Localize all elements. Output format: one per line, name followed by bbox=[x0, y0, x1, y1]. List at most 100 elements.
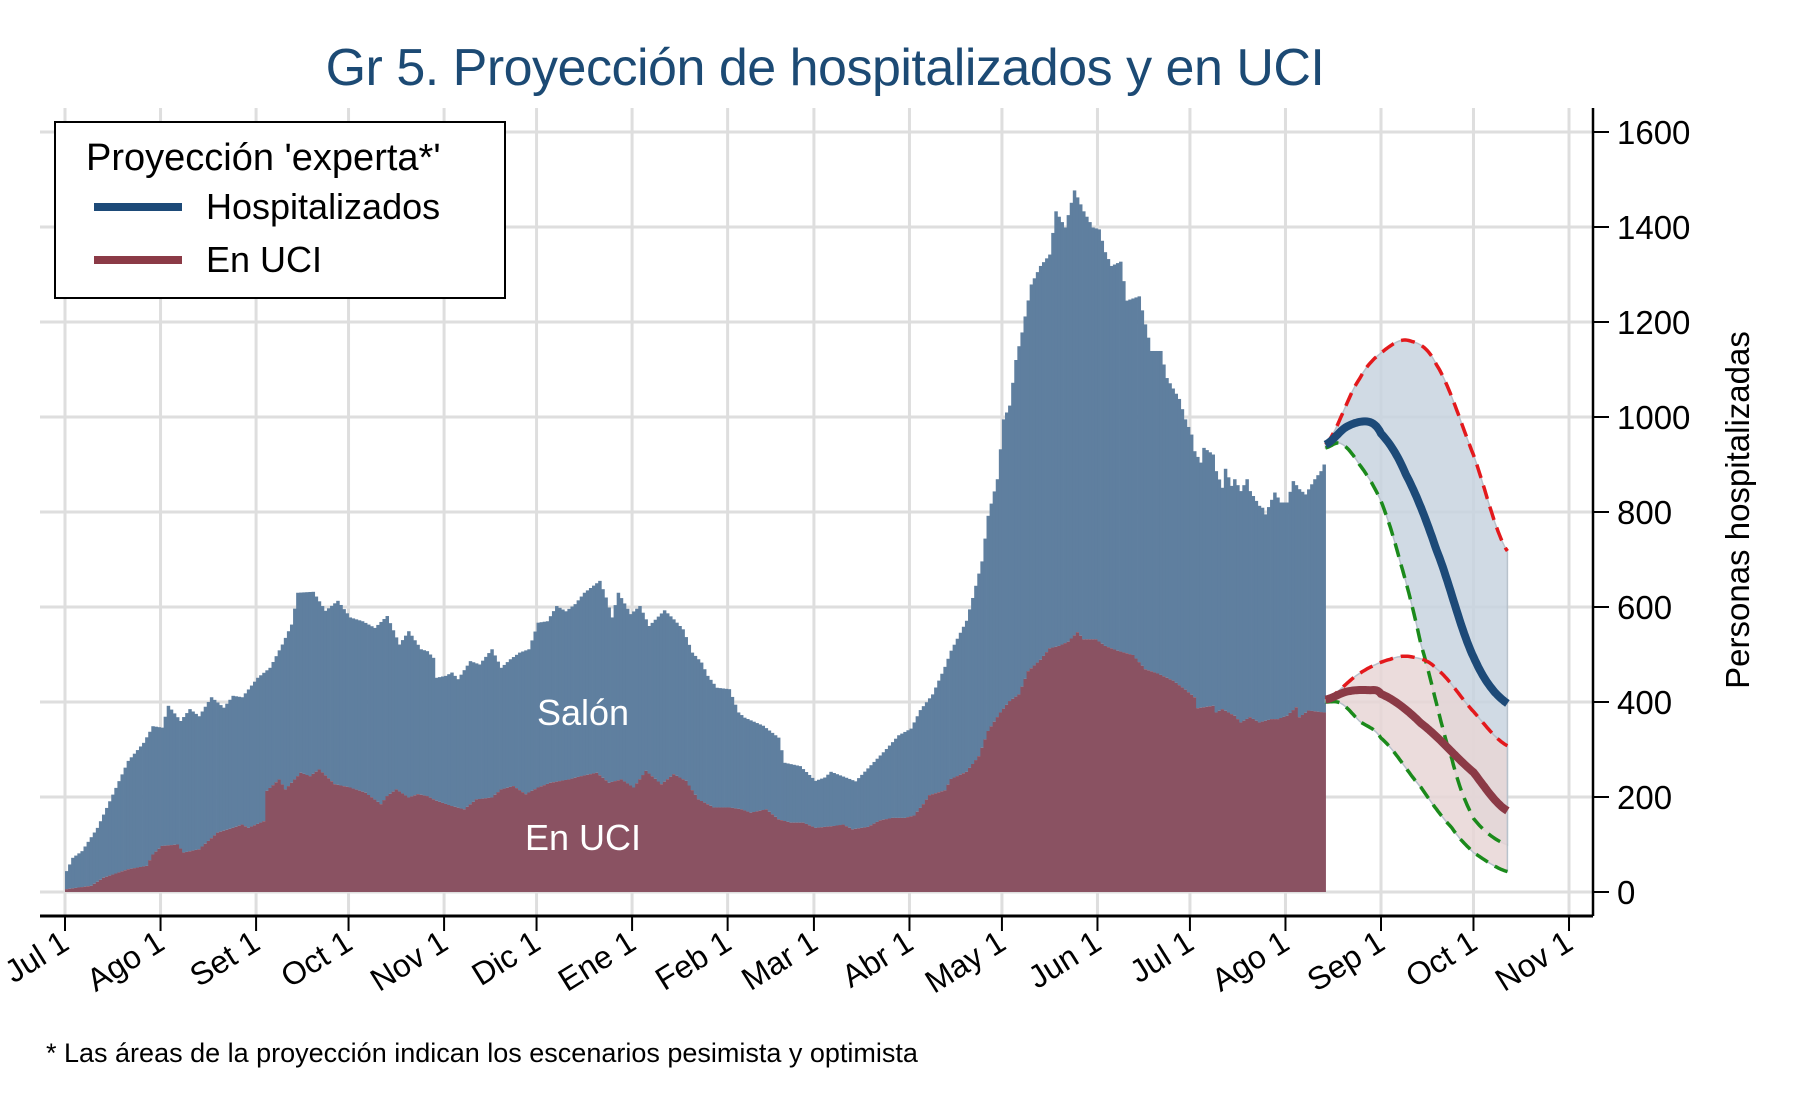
bar-salon bbox=[175, 717, 180, 845]
bar-salon bbox=[74, 855, 78, 888]
bar-uci bbox=[1005, 704, 1009, 892]
bar-uci bbox=[625, 783, 630, 892]
bar-uci bbox=[117, 872, 121, 892]
bar-salon bbox=[884, 749, 889, 820]
bar-salon bbox=[145, 737, 149, 866]
bar-uci bbox=[323, 775, 328, 892]
bar-uci bbox=[1054, 646, 1058, 892]
bar-salon bbox=[844, 777, 849, 827]
bar-uci bbox=[551, 782, 556, 892]
bar-salon bbox=[795, 765, 799, 823]
bar-uci bbox=[468, 804, 473, 892]
bar-salon bbox=[1171, 388, 1175, 681]
bar-uci bbox=[1146, 670, 1151, 892]
bar-salon bbox=[841, 776, 846, 825]
bar-salon bbox=[404, 635, 408, 796]
y-tick-label: 1600 bbox=[1617, 114, 1690, 151]
bar-salon bbox=[835, 774, 839, 826]
bar-salon bbox=[1220, 487, 1225, 710]
bar-salon bbox=[1131, 298, 1135, 655]
bar-salon bbox=[92, 832, 97, 884]
bar-salon bbox=[545, 621, 550, 784]
bar-salon bbox=[283, 637, 288, 790]
bar-uci bbox=[274, 782, 279, 892]
bar-salon bbox=[1115, 263, 1120, 651]
bar-salon bbox=[222, 707, 226, 831]
bar-salon bbox=[471, 662, 476, 802]
bar-salon bbox=[1266, 507, 1271, 720]
bar-uci bbox=[743, 810, 747, 892]
bar-salon bbox=[1300, 491, 1305, 715]
bar-uci bbox=[801, 822, 806, 892]
bar-uci bbox=[1307, 710, 1311, 892]
bar-salon bbox=[1017, 346, 1021, 695]
bar-uci bbox=[160, 845, 165, 892]
bar-salon bbox=[1085, 216, 1089, 640]
bar-salon bbox=[801, 769, 806, 823]
bar-salon bbox=[644, 619, 648, 771]
bar-uci bbox=[1300, 714, 1305, 892]
bar-uci bbox=[690, 790, 695, 892]
bar-uci bbox=[672, 774, 676, 892]
bar-uci bbox=[995, 717, 1000, 892]
x-tick-label: Ago 1 bbox=[1205, 923, 1295, 998]
bar-uci bbox=[595, 772, 599, 892]
bar-uci bbox=[524, 794, 528, 892]
bar-uci bbox=[1193, 697, 1197, 892]
bar-uci bbox=[921, 804, 926, 892]
bar-uci bbox=[746, 811, 750, 892]
bar-salon bbox=[592, 585, 596, 774]
bar-salon bbox=[1014, 360, 1018, 697]
bar-salon bbox=[1008, 405, 1012, 702]
bar-uci bbox=[1165, 677, 1169, 892]
bar-uci bbox=[444, 803, 448, 892]
bar-uci bbox=[721, 807, 725, 892]
bar-salon bbox=[968, 609, 972, 768]
bar-uci bbox=[678, 777, 682, 892]
bar-uci bbox=[1115, 650, 1120, 892]
bar-uci bbox=[1085, 639, 1089, 892]
bar-salon bbox=[971, 597, 975, 764]
bar-salon bbox=[570, 606, 574, 779]
bar-salon bbox=[1208, 452, 1212, 707]
bar-salon bbox=[1057, 216, 1061, 646]
bar-salon bbox=[1165, 378, 1169, 678]
bar-salon bbox=[1146, 337, 1151, 671]
bar-uci bbox=[1048, 648, 1052, 892]
projection-optimistic-hosp bbox=[1325, 441, 1509, 847]
bar-salon bbox=[866, 768, 870, 827]
bar-salon bbox=[1094, 228, 1098, 640]
chart-title: Gr 5. Proyección de hospitalizados y en … bbox=[325, 39, 1325, 97]
bar-salon bbox=[111, 794, 115, 875]
bar-uci bbox=[1288, 712, 1293, 892]
bar-uci bbox=[662, 781, 667, 892]
bar-salon bbox=[1143, 324, 1148, 670]
bar-salon bbox=[598, 580, 602, 776]
bar-uci bbox=[431, 799, 436, 892]
bar-uci bbox=[197, 849, 202, 892]
bar-uci bbox=[912, 815, 917, 892]
bar-uci bbox=[148, 860, 152, 892]
bar-uci bbox=[539, 786, 544, 892]
bar-uci bbox=[1137, 662, 1142, 892]
bar-salon bbox=[425, 651, 430, 797]
bar-uci bbox=[129, 868, 134, 892]
bar-salon bbox=[1291, 481, 1296, 711]
bar-uci bbox=[823, 826, 827, 892]
bar-salon bbox=[1075, 197, 1080, 633]
bar-uci bbox=[767, 811, 772, 892]
bar-salon bbox=[672, 619, 676, 775]
bar-uci bbox=[65, 889, 69, 892]
bar-salon bbox=[980, 561, 984, 748]
bar-uci bbox=[1014, 696, 1018, 892]
bar-salon bbox=[869, 765, 873, 826]
bar-salon bbox=[237, 696, 242, 826]
bar-uci bbox=[749, 812, 753, 892]
bar-salon bbox=[551, 611, 556, 783]
bar-salon bbox=[256, 677, 260, 824]
bar-salon bbox=[511, 657, 516, 787]
bar-salon bbox=[385, 616, 390, 797]
x-tick-label: Set 1 bbox=[183, 923, 265, 993]
bar-salon bbox=[1051, 232, 1055, 648]
bar-uci bbox=[484, 798, 488, 892]
